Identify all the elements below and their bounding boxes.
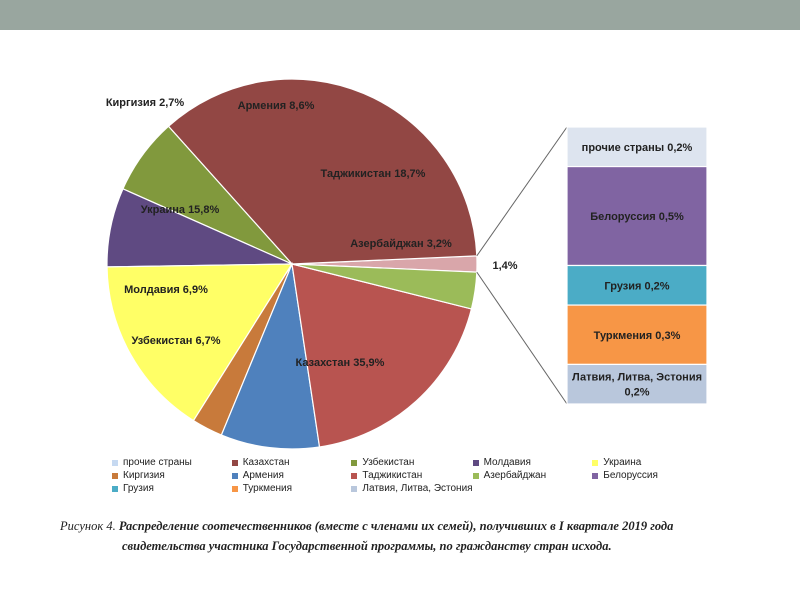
legend-swatch [472,459,479,466]
figure-caption: Рисунок 4. Распределение соотечественник… [60,516,760,556]
pie-label-молдавия: Молдавия 6,9% [124,284,208,296]
pie-label-таджикистан: Таджикистан 18,7% [321,168,426,180]
legend-label: Киргизия [123,470,165,481]
pie-label-армения: Армения 8,6% [238,100,315,112]
pie-slices [106,78,478,450]
legend-label: Азербайджан [483,470,547,481]
legend-item-таджикистан: Таджикистан [351,469,472,482]
legend-item-молдавия: Молдавия [472,456,593,469]
legend-item-казахстан: Казахстан [231,456,352,469]
bar-segment-прочие-страны [566,126,708,168]
legend-swatch [231,485,238,492]
bar-segment-латвия-литва-эстония [566,363,708,405]
pie-slice-таджикистан [291,263,473,448]
legend-item-армения: Армения [231,469,352,482]
bar-label-прочие-страны: прочие страны 0,2% [582,142,693,154]
caption-line-2: свидетельства участника Государственной … [122,539,612,553]
legend-label: прочие страны [123,457,192,468]
pie-label-казахстан: Казахстан 35,9% [296,357,385,369]
legend-swatch [231,472,238,479]
connector-bottom [476,271,568,405]
legend-item-туркмения: Туркмения [231,482,352,495]
legend-item-латвия-литва-эстония: Латвия, Литва, Эстония [351,482,473,495]
pie-label-киргизия: Киргизия 2,7% [106,97,185,109]
legend-label: Армения [242,470,284,481]
legend-label: Казахстан [242,457,290,468]
legend-item-киргизия: Киргизия [112,469,232,482]
bar-segment-грузия [566,264,708,306]
legend-swatch [472,472,479,479]
legend-swatch [112,472,118,479]
legend-label: Таджикистан [362,470,423,481]
legend-label: Туркмения [242,483,293,494]
legend-item-грузия: Грузия [112,482,232,495]
legend-swatch [231,459,238,466]
legend-label: Белоруссия [603,470,658,481]
legend-item-украина: Украина [592,456,712,469]
legend-swatch [351,472,358,479]
legend-label: Узбекистан [362,457,415,468]
pie-label-азербайджан: Азербайджан 3,2% [350,238,452,250]
legend-swatch [351,485,358,492]
legend-label: Молдавия [483,457,531,468]
bar-segment-белоруссия [566,165,708,267]
bar-label-белоруссия: Белоруссия 0,5% [590,211,684,223]
header-band [0,0,800,30]
connector-lines [476,126,568,405]
pie-label-украина: Украина 15,8% [141,204,220,216]
legend-label: Украина [603,457,642,468]
legend-label: Латвия, Литва, Эстония [362,483,473,494]
legend-swatch [112,459,118,466]
legend-item-азербайджан: Азербайджан [472,469,593,482]
bar-label-грузия: Грузия 0,2% [604,280,669,292]
chart-legend: прочие страны Казахстан Узбекистан Молдавия… [112,456,712,495]
bar-label-туркмения: Туркмения 0,3% [594,330,681,342]
pie-label-прочие-страны: 1,4% [492,260,517,272]
caption-line-1: Распределение соотечественников (вместе … [118,519,674,533]
pie-slice-армения [220,261,321,450]
data-labels: 1,4% Казахстан 35,9% Узбекистан 6,7% Молдав… [106,97,702,399]
legend-item-прочие-страны: прочие страны [112,456,232,469]
pie-label-узбекистан: Узбекистан 6,7% [131,335,220,347]
connector-top [476,126,568,257]
legend-swatch [592,459,599,466]
legend-swatch [351,459,358,466]
legend-item-белоруссия: Белоруссия [592,469,712,482]
pie-slice-казахстан [167,78,478,265]
pie-slice-украина [106,263,294,422]
legend-item-узбекистан: Узбекистан [351,456,472,469]
bar-label-латвия-литва-эстония: Латвия, Литва, Эстония [572,372,702,384]
legend-label: Грузия [123,483,154,494]
legend-swatch [592,472,599,479]
bar-segment-туркмения [566,304,708,366]
legend-swatch [112,485,118,492]
breakdown-bar [566,126,708,405]
bar-label-латвия-литва-эстония: 0,2% [624,387,649,399]
caption-number: Рисунок 4. [60,519,116,533]
